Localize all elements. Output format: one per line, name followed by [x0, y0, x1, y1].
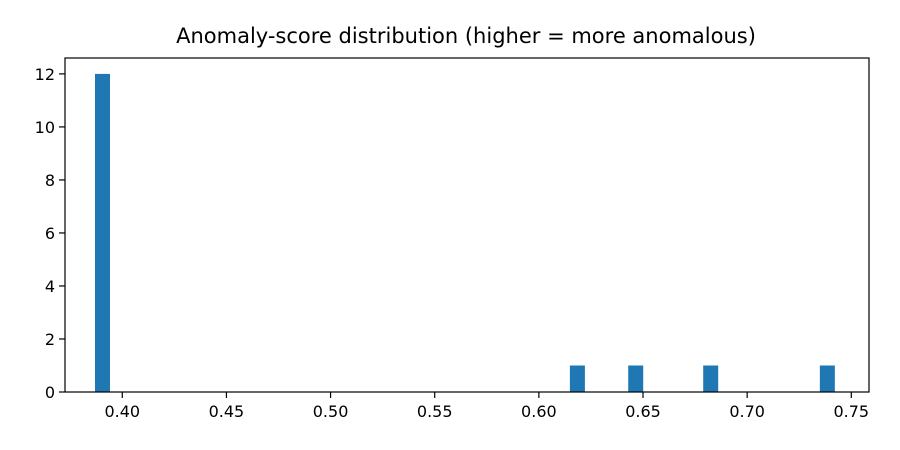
x-tick-label-7: 0.75 [833, 402, 869, 421]
y-tick-label-3: 6 [45, 224, 55, 243]
y-tick-label-1: 2 [45, 330, 55, 349]
y-tick-label-5: 10 [35, 118, 55, 137]
y-axis-ticks: 0 2 4 6 8 10 12 [35, 65, 65, 402]
y-tick-label-0: 0 [45, 383, 55, 402]
x-tick-label-3: 0.55 [417, 402, 453, 421]
histogram-bar-1 [569, 365, 585, 392]
x-tick-label-4: 0.60 [521, 402, 557, 421]
histogram-bar-4 [819, 365, 835, 392]
x-tick-label-2: 0.50 [313, 402, 349, 421]
x-tick-label-6: 0.70 [729, 402, 765, 421]
y-tick-label-4: 8 [45, 171, 55, 190]
plot-frame [64, 57, 870, 393]
y-tick-label-6: 12 [35, 65, 55, 84]
y-tick-label-2: 4 [45, 277, 55, 296]
bars-group [94, 73, 835, 393]
x-axis-ticks: 0.40 0.45 0.50 0.55 0.60 0.65 0.70 0.75 [104, 392, 869, 421]
histogram-bar-2 [628, 365, 644, 392]
histogram-bar-0 [94, 73, 110, 393]
histogram-bar-3 [703, 365, 719, 392]
chart-title: Anomaly-score distribution (higher = mor… [176, 24, 756, 48]
x-tick-label-0: 0.40 [104, 402, 140, 421]
x-tick-label-5: 0.65 [625, 402, 661, 421]
x-tick-label-1: 0.45 [209, 402, 245, 421]
